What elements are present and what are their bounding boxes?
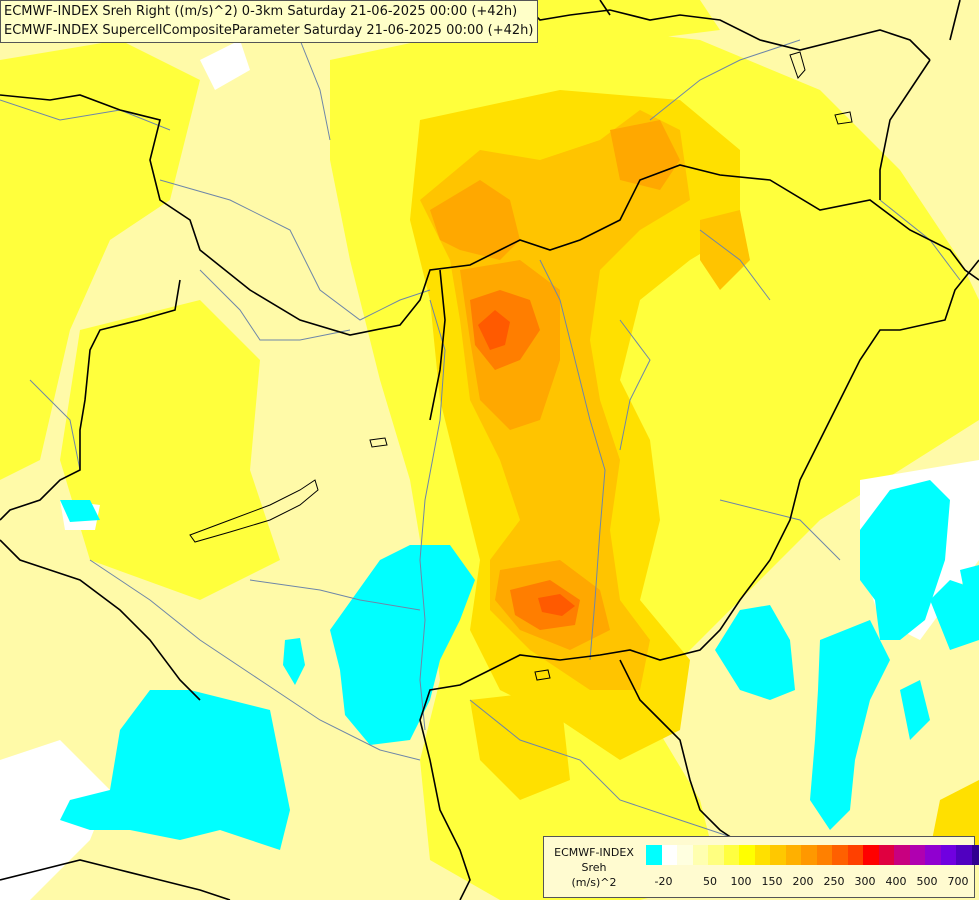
- legend-swatch: [661, 845, 677, 865]
- legend-swatch: [971, 845, 979, 865]
- legend-swatch: [847, 845, 863, 865]
- legend-swatch: [646, 845, 662, 865]
- legend-tick-label: 200: [792, 875, 814, 888]
- legend-swatch: [723, 845, 739, 865]
- rivers: [0, 39, 961, 841]
- legend-swatch: [816, 845, 832, 865]
- legend-swatch: [801, 845, 817, 865]
- legend-tick-label: 500: [916, 875, 938, 888]
- legend-tick-label: 300: [854, 875, 876, 888]
- legend-swatch: [956, 845, 972, 865]
- legend-swatch: [863, 845, 879, 865]
- legend-swatch: [770, 845, 786, 865]
- map-title: ECMWF-INDEX Sreh Right ((m/s)^2) 0-3km S…: [0, 0, 539, 43]
- legend-swatch: [785, 845, 801, 865]
- legend-swatch: [708, 845, 724, 865]
- legend-swatch: [739, 845, 755, 865]
- legend-swatch: [894, 845, 910, 865]
- sreh-cyan-areas: [60, 480, 979, 850]
- legend-tick-label: -20: [654, 875, 673, 888]
- legend-tick-label: 250: [823, 875, 845, 888]
- title-line-2: ECMWF-INDEX SupercellCompositeParameter …: [4, 23, 534, 38]
- legend-swatch: [940, 845, 956, 865]
- legend-title-line-3: (m/s)^2: [571, 876, 617, 889]
- legend-title-line-1: ECMWF-INDEX: [554, 846, 634, 859]
- legend-tick-label: 100: [730, 875, 752, 888]
- lakes: [189, 51, 853, 681]
- legend-ticks: -20 50 100 150 200 250 300 400 500 700: [646, 875, 969, 891]
- sreh-red-orange-core: [478, 310, 575, 616]
- legend-swatch: [754, 845, 770, 865]
- legend-swatch: [692, 845, 708, 865]
- legend-swatch: [878, 845, 894, 865]
- legend-tick-label: 150: [761, 875, 783, 888]
- legend-swatch: [677, 845, 693, 865]
- legend-color-bar: [646, 845, 979, 865]
- legend-swatch: [925, 845, 941, 865]
- legend-swatch: [909, 845, 925, 865]
- legend-title-line-2: Sreh: [581, 861, 607, 874]
- legend-tick-label: 50: [703, 875, 717, 888]
- legend-tick-label: 700: [947, 875, 969, 888]
- color-legend: ECMWF-INDEX Sreh (m/s)^2 -20 50 100 150 200 2…: [543, 836, 979, 898]
- title-line-1: ECMWF-INDEX Sreh Right ((m/s)^2) 0-3km S…: [4, 4, 518, 19]
- legend-swatch: [832, 845, 848, 865]
- legend-tick-label: 400: [885, 875, 907, 888]
- legend-title: ECMWF-INDEX Sreh (m/s)^2: [546, 845, 642, 890]
